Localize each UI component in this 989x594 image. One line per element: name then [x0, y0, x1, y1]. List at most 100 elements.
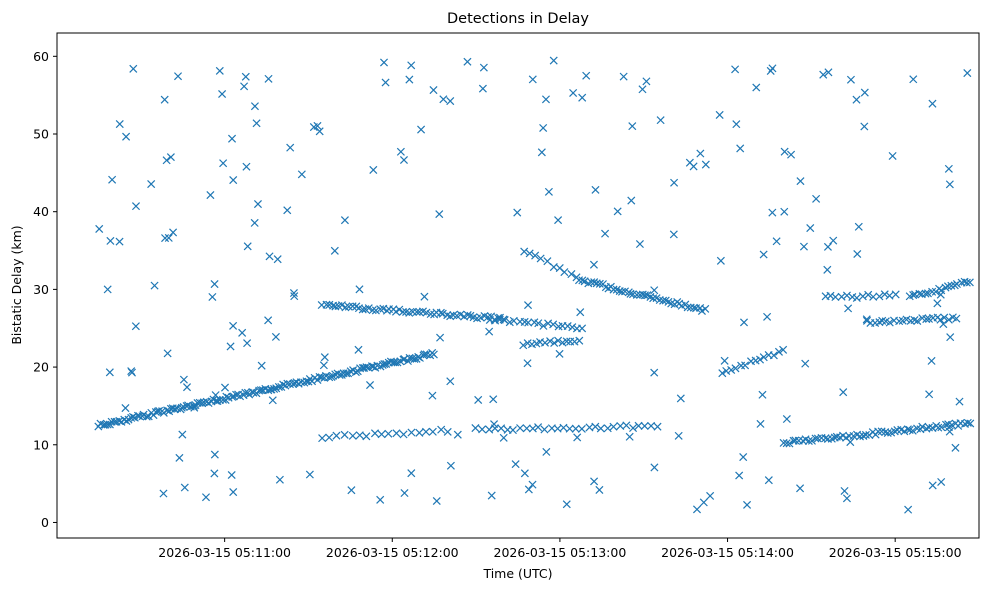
data-point	[513, 208, 522, 217]
data-point	[523, 359, 532, 368]
data-point	[273, 255, 282, 264]
data-point	[831, 292, 840, 302]
data-point	[779, 345, 788, 354]
data-point	[297, 170, 306, 179]
data-point	[701, 304, 710, 313]
data-point	[471, 424, 480, 433]
data-point	[842, 494, 851, 503]
data-point	[821, 434, 830, 443]
data-point	[290, 292, 299, 301]
data-point	[252, 119, 261, 128]
data-point	[366, 381, 375, 390]
data-point	[201, 493, 211, 502]
data-point	[108, 175, 117, 184]
data-point	[358, 305, 367, 314]
data-point	[903, 425, 912, 434]
data-point	[780, 147, 789, 156]
data-point	[927, 356, 936, 365]
data-point	[264, 316, 273, 325]
data-point	[860, 88, 869, 97]
data-point	[554, 216, 563, 225]
data-point	[147, 180, 156, 189]
data-point	[439, 95, 448, 104]
data-point	[832, 432, 841, 441]
data-point	[540, 338, 550, 347]
plot-frame	[56, 32, 980, 539]
data-point	[782, 414, 791, 424]
data-point	[463, 57, 472, 66]
data-point	[962, 278, 971, 287]
data-point	[947, 281, 956, 290]
data-point	[400, 488, 409, 498]
data-point	[638, 85, 647, 94]
data-point	[534, 423, 543, 432]
y-tick-label: 40	[33, 204, 49, 219]
data-point	[759, 250, 768, 259]
data-point	[844, 304, 853, 313]
data-point	[180, 483, 189, 492]
data-point	[589, 260, 598, 269]
data-point	[736, 144, 745, 153]
data-point	[417, 125, 426, 134]
data-point	[537, 148, 546, 157]
data-point	[890, 427, 899, 436]
data-point	[596, 424, 605, 433]
data-point	[396, 147, 405, 156]
data-point	[908, 426, 917, 435]
data-point	[739, 453, 748, 462]
data-point	[539, 123, 548, 132]
data-point	[862, 315, 871, 324]
data-point	[715, 110, 724, 119]
data-point	[420, 292, 429, 301]
data-point	[885, 291, 894, 300]
data-point	[567, 270, 576, 279]
data-point	[692, 505, 702, 514]
data-point	[963, 418, 972, 427]
data-point	[499, 433, 508, 442]
data-point	[628, 122, 637, 131]
data-point	[238, 328, 247, 337]
data-point	[603, 424, 612, 433]
data-point	[355, 431, 364, 440]
data-point	[305, 470, 314, 479]
data-point	[823, 242, 832, 251]
data-point	[634, 421, 643, 430]
data-point	[944, 315, 953, 324]
data-point	[206, 191, 215, 200]
data-point	[578, 93, 587, 102]
data-point	[839, 388, 848, 397]
data-point	[428, 427, 437, 436]
data-point	[105, 368, 114, 377]
data-point	[796, 177, 805, 186]
data-point	[399, 155, 408, 165]
data-point	[122, 132, 131, 141]
data-point	[541, 95, 551, 104]
data-point	[175, 453, 184, 462]
data-point	[428, 391, 437, 400]
data-point	[115, 237, 124, 246]
data-point	[782, 439, 791, 448]
data-point	[826, 291, 835, 300]
data-point	[210, 450, 219, 459]
data-point	[936, 290, 945, 299]
data-point	[159, 489, 168, 498]
data-point	[256, 386, 265, 395]
data-point	[479, 63, 488, 72]
data-point	[922, 315, 931, 324]
y-tick-label: 60	[33, 49, 49, 64]
data-point	[376, 495, 385, 504]
data-point	[883, 428, 892, 438]
data-point	[542, 447, 551, 456]
data-point	[741, 361, 750, 370]
x-tick-label: 2026-03-15 05:11:00	[158, 545, 291, 560]
data-point	[759, 353, 768, 362]
y-tick-label: 30	[33, 282, 49, 297]
data-point	[330, 246, 339, 255]
y-tick-label: 0	[41, 515, 49, 530]
data-point	[485, 327, 494, 336]
data-point	[103, 285, 112, 294]
data-point	[446, 377, 455, 386]
data-point	[415, 353, 424, 362]
data-point	[463, 311, 472, 320]
data-point	[511, 460, 520, 469]
